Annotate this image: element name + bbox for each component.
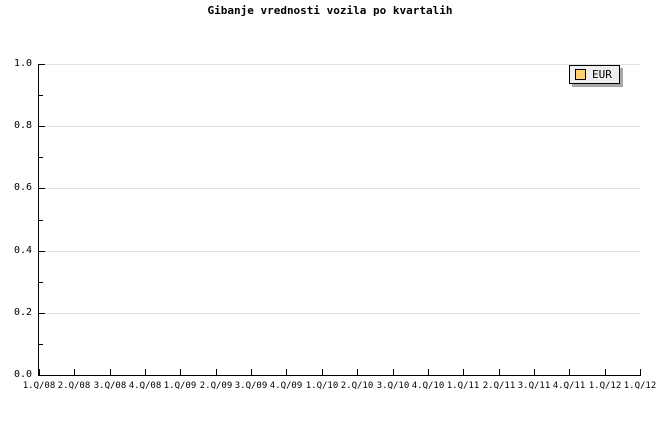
x-tick-9 xyxy=(357,369,358,375)
legend[interactable]: EUR xyxy=(569,65,620,84)
x-tick-14 xyxy=(534,369,535,375)
x-tick-13 xyxy=(499,369,500,375)
x-tick-label-1: 2.Q/08 xyxy=(57,381,91,391)
gridline-y-0.8 xyxy=(39,126,640,127)
y-tick-label-0.0: 0.0 xyxy=(13,369,32,380)
gridline-y-0.2 xyxy=(39,313,640,314)
y-tick-major-1.0 xyxy=(39,64,45,65)
x-tick-label-0: 1.Q/08 xyxy=(22,381,56,391)
x-tick-label-2: 3.Q/08 xyxy=(93,381,127,391)
x-tick-label-5: 2.Q/09 xyxy=(199,381,233,391)
y-tick-label-0.2: 0.2 xyxy=(13,307,32,318)
x-tick-label-16: 1.Q/12 xyxy=(588,381,622,391)
y-tick-minor-0.3 xyxy=(39,282,43,283)
x-tick-label-3: 4.Q/08 xyxy=(128,381,162,391)
x-tick-7 xyxy=(286,369,287,375)
legend-swatch-eur xyxy=(575,69,586,80)
x-tick-label-13: 2.Q/11 xyxy=(482,381,516,391)
y-tick-major-0.8 xyxy=(39,126,45,127)
x-tick-1 xyxy=(74,369,75,375)
chart-title: Gibanje vrednosti vozila po kvartalih xyxy=(207,4,453,17)
x-tick-label-6: 3.Q/09 xyxy=(234,381,268,391)
x-tick-2 xyxy=(110,369,111,375)
x-tick-label-9: 2.Q/10 xyxy=(340,381,374,391)
y-tick-label-0.4: 0.4 xyxy=(13,245,32,256)
x-tick-12 xyxy=(463,369,464,375)
y-tick-label-1.0: 1.0 xyxy=(13,58,32,69)
x-tick-16 xyxy=(605,369,606,375)
x-tick-label-4: 1.Q/09 xyxy=(163,381,197,391)
x-tick-5 xyxy=(216,369,217,375)
x-tick-8 xyxy=(322,369,323,375)
y-tick-major-0.4 xyxy=(39,251,45,252)
x-tick-4 xyxy=(180,369,181,375)
y-tick-major-0.2 xyxy=(39,313,45,314)
x-tick-label-10: 3.Q/10 xyxy=(376,381,410,391)
plot-area xyxy=(39,64,640,375)
x-tick-6 xyxy=(251,369,252,375)
x-tick-label-7: 4.Q/09 xyxy=(269,381,303,391)
x-tick-label-17: 1.Q/12 xyxy=(623,381,657,391)
gridline-y-1.0 xyxy=(39,64,640,65)
x-tick-0 xyxy=(39,369,40,375)
x-tick-label-15: 4.Q/11 xyxy=(552,381,586,391)
legend-label-eur: EUR xyxy=(592,68,612,81)
x-tick-label-11: 4.Q/10 xyxy=(411,381,445,391)
y-tick-minor-0.7 xyxy=(39,157,43,158)
y-tick-label-0.6: 0.6 xyxy=(13,182,32,193)
x-tick-label-12: 1.Q/11 xyxy=(446,381,480,391)
y-tick-major-0.0 xyxy=(39,375,45,376)
y-tick-label-0.8: 0.8 xyxy=(13,120,32,131)
x-tick-label-14: 3.Q/11 xyxy=(517,381,551,391)
y-tick-minor-0.9 xyxy=(39,95,43,96)
gridline-y-0.6 xyxy=(39,188,640,189)
x-axis-line xyxy=(38,375,641,376)
x-tick-15 xyxy=(569,369,570,375)
x-tick-11 xyxy=(428,369,429,375)
x-tick-label-8: 1.Q/10 xyxy=(305,381,339,391)
y-tick-major-0.6 xyxy=(39,188,45,189)
y-tick-minor-0.5 xyxy=(39,220,43,221)
x-tick-17 xyxy=(640,369,641,375)
y-tick-minor-0.1 xyxy=(39,344,43,345)
gridline-y-0.4 xyxy=(39,251,640,252)
x-tick-3 xyxy=(145,369,146,375)
x-tick-10 xyxy=(393,369,394,375)
y-axis-line xyxy=(38,64,39,376)
